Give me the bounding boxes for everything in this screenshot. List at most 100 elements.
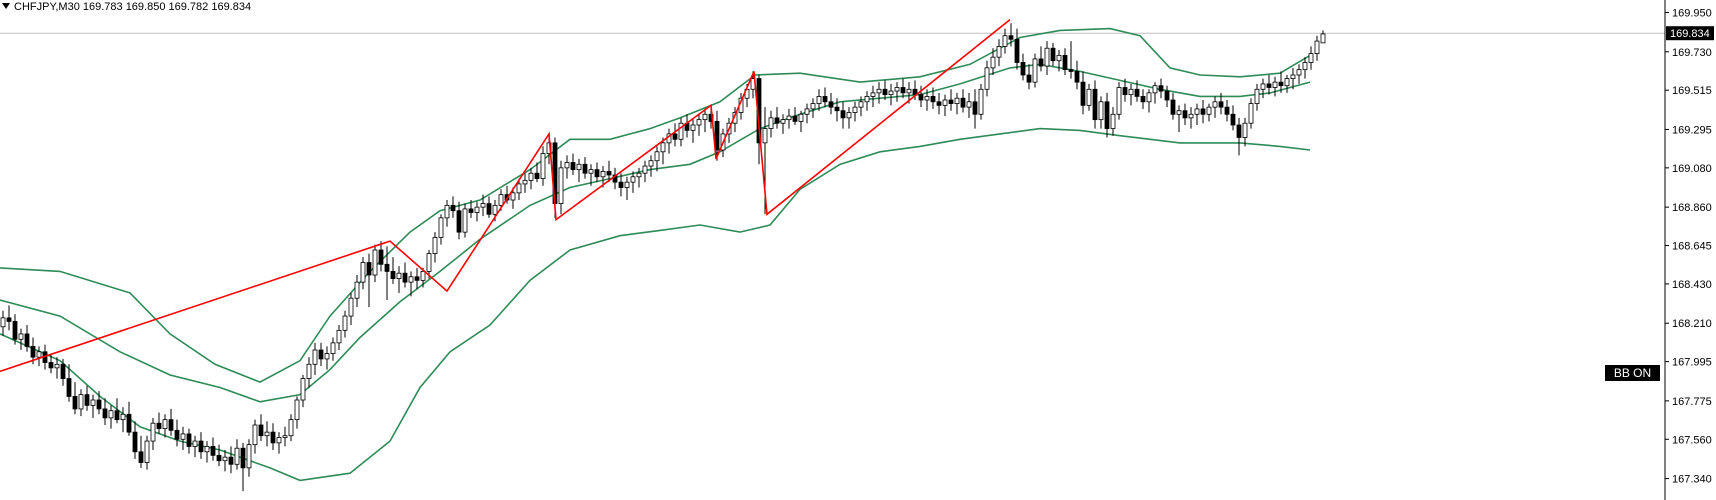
candle-body-bear (198, 440, 204, 453)
candle (654, 146, 660, 172)
candle (270, 423, 276, 450)
candle (588, 164, 594, 186)
candle-body-bull (762, 128, 768, 144)
candle-body-bear (774, 117, 780, 124)
candle-body-bear (366, 262, 372, 276)
candle-body-bear (414, 276, 420, 281)
candle (432, 232, 438, 263)
candle-body-bear (1122, 87, 1128, 96)
candle (822, 87, 828, 108)
candle (780, 114, 786, 134)
candle (144, 435, 150, 470)
candle (696, 114, 702, 136)
candle (252, 419, 258, 454)
candle (714, 110, 720, 161)
candle (210, 437, 216, 461)
candle-body-bull (654, 151, 660, 162)
candle (1002, 28, 1008, 54)
candle (1074, 60, 1080, 90)
symbol-header: CHFJPY,M30 169.783 169.850 169.782 169.8… (2, 1, 251, 13)
candle (156, 412, 162, 434)
symbol-ohlc-text: CHFJPY,M30 169.783 169.850 169.782 169.8… (14, 1, 252, 13)
candle (66, 364, 72, 402)
candle-body-bull (990, 56, 996, 69)
y-tick-label: 168.860 (1672, 202, 1712, 214)
candle (612, 167, 618, 190)
candle-body-bear (132, 431, 138, 453)
candle-body-bull (876, 88, 882, 94)
candle (1062, 48, 1068, 75)
bb-on-badge[interactable]: BB ON (1605, 365, 1660, 381)
candle-body-bear (390, 271, 396, 279)
candle-body-bull (1086, 88, 1092, 106)
candle-body-bear (30, 346, 36, 358)
candle-body-bear (72, 396, 78, 410)
candle-body-bear (450, 204, 456, 212)
candle (768, 110, 774, 138)
candle-body-bull (1260, 83, 1266, 90)
triangle-down-icon[interactable] (2, 3, 10, 9)
candle-body-bull (1128, 88, 1134, 96)
candle-body-bear (534, 172, 540, 179)
candle (858, 96, 864, 117)
candle (132, 421, 138, 459)
candle-body-bear (1158, 85, 1164, 92)
candle-body-bull (1320, 33, 1326, 44)
candle-body-bull (1110, 113, 1116, 129)
candle-body-bear (792, 115, 798, 122)
candle (936, 92, 942, 115)
candle (0, 310, 6, 336)
candle (54, 357, 60, 379)
candle-body-bull (180, 433, 186, 440)
candle (1182, 103, 1188, 125)
candle-body-bull (222, 456, 228, 462)
candle-body-bear (708, 113, 714, 122)
candle (522, 173, 528, 193)
candle-body-bull (1242, 122, 1248, 138)
candle-body-bull (252, 424, 258, 446)
candle-body-bull (528, 172, 534, 181)
candle-body-bull (648, 160, 654, 167)
candle-body-bear (468, 208, 474, 213)
candle (462, 203, 468, 238)
y-tick-label: 169.295 (1672, 124, 1712, 136)
candle-body-bull (852, 106, 858, 113)
candle-body-bear (240, 447, 246, 469)
candle (1296, 64, 1302, 84)
candle (816, 89, 822, 111)
candle (1188, 107, 1194, 129)
candle (516, 178, 522, 200)
candle (264, 421, 270, 447)
y-tick-label: 167.995 (1672, 357, 1712, 369)
bollinger-lower-line (0, 127, 1311, 482)
candle (378, 241, 384, 272)
candle-body-bear (918, 94, 924, 101)
candle (1128, 83, 1134, 106)
candle (1032, 53, 1038, 88)
candle (1200, 100, 1206, 124)
price-axis[interactable]: 169.950 169.730 169.515 169.295 169.080 168.8… (1664, 0, 1712, 500)
candle-body-bull (636, 172, 642, 178)
candle-body-bull (1290, 74, 1296, 79)
candle (678, 117, 684, 147)
candle (444, 200, 450, 227)
candle (234, 439, 240, 470)
candle-body-bear (570, 162, 576, 171)
candle (894, 82, 900, 102)
candle-body-bear (156, 422, 162, 429)
candle-body-bull (642, 165, 648, 174)
candle-body-bear (96, 399, 102, 410)
candle (684, 114, 690, 138)
candle-body-bull (780, 119, 786, 124)
candle-body-bull (324, 353, 330, 360)
candle-body-bear (1164, 90, 1170, 101)
candle (108, 405, 114, 429)
candle-body-bear (828, 101, 834, 108)
candle-body-bull (192, 440, 198, 447)
candle (624, 176, 630, 200)
candle-body-bear (594, 169, 600, 178)
candle-body-bear (1008, 35, 1014, 40)
candle (426, 250, 432, 279)
candle (534, 162, 540, 183)
